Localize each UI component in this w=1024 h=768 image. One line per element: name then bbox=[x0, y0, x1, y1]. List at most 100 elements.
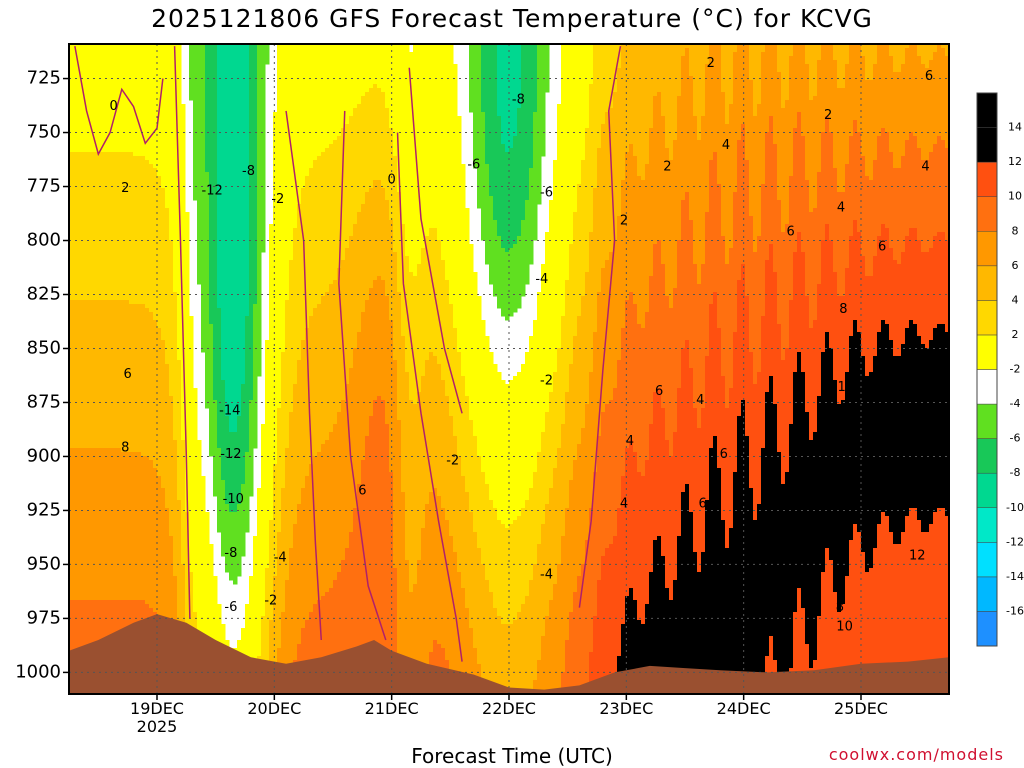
temperature-cell bbox=[69, 160, 74, 165]
temperature-cell bbox=[153, 132, 158, 137]
temperature-cell bbox=[177, 496, 182, 501]
temperature-cell bbox=[141, 388, 146, 393]
temperature-cell bbox=[185, 460, 190, 465]
temperature-cell bbox=[165, 536, 170, 541]
temperature-cell bbox=[81, 580, 86, 585]
temperature-cell bbox=[121, 108, 126, 113]
temperature-cell bbox=[109, 316, 114, 321]
temperature-cell bbox=[129, 456, 134, 461]
temperature-cell bbox=[117, 260, 122, 265]
temperature-cell bbox=[177, 108, 182, 113]
temperature-cell bbox=[109, 344, 114, 349]
temperature-cell bbox=[113, 144, 118, 149]
temperature-cell bbox=[77, 284, 82, 289]
temperature-cell bbox=[89, 572, 94, 577]
temperature-cell bbox=[153, 492, 158, 497]
temperature-cell bbox=[113, 392, 118, 397]
temperature-cell bbox=[133, 560, 138, 565]
temperature-cell bbox=[113, 76, 118, 81]
temperature-cell bbox=[121, 372, 126, 377]
temperature-cell bbox=[173, 536, 178, 541]
temperature-cell bbox=[141, 96, 146, 101]
temperature-cell bbox=[157, 364, 162, 369]
temperature-cell bbox=[129, 208, 134, 213]
temperature-cell bbox=[137, 172, 142, 177]
temperature-cell bbox=[117, 372, 122, 377]
temperature-cell bbox=[165, 496, 170, 501]
temperature-cell bbox=[117, 288, 122, 293]
temperature-cell bbox=[81, 432, 86, 437]
temperature-cell bbox=[177, 276, 182, 281]
temperature-cell bbox=[109, 312, 114, 317]
temperature-cell bbox=[101, 596, 106, 601]
temperature-cell bbox=[133, 288, 138, 293]
temperature-cell bbox=[93, 328, 98, 333]
temperature-cell bbox=[97, 252, 102, 257]
temperature-cell bbox=[185, 236, 190, 241]
temperature-cell bbox=[129, 408, 134, 413]
temperature-cell bbox=[93, 376, 98, 381]
temperature-cell bbox=[157, 148, 162, 153]
temperature-cell bbox=[89, 80, 94, 85]
temperature-cell bbox=[161, 484, 166, 489]
temperature-cell bbox=[117, 436, 122, 441]
temperature-cell bbox=[145, 60, 150, 65]
temperature-cell bbox=[113, 64, 118, 69]
temperature-cell bbox=[149, 236, 154, 241]
temperature-cell bbox=[89, 488, 94, 493]
temperature-cell bbox=[101, 408, 106, 413]
temperature-cell bbox=[137, 88, 142, 93]
temperature-cell bbox=[97, 236, 102, 241]
temperature-cell bbox=[109, 200, 114, 205]
temperature-cell bbox=[81, 252, 86, 257]
temperature-cell bbox=[185, 308, 190, 313]
temperature-cell bbox=[73, 376, 78, 381]
temperature-cell bbox=[81, 188, 86, 193]
temperature-cell bbox=[73, 488, 78, 493]
temperature-cell bbox=[137, 44, 142, 49]
temperature-cell bbox=[177, 44, 182, 49]
temperature-cell bbox=[181, 156, 186, 161]
temperature-cell bbox=[73, 468, 78, 473]
temperature-cell bbox=[161, 424, 166, 429]
temperature-cell bbox=[157, 348, 162, 353]
temperature-cell bbox=[193, 44, 198, 49]
temperature-cell bbox=[77, 324, 82, 329]
temperature-cell bbox=[149, 128, 154, 133]
temperature-cell bbox=[77, 448, 82, 453]
temperature-cell bbox=[73, 428, 78, 433]
temperature-cell bbox=[117, 604, 122, 609]
temperature-cell bbox=[161, 356, 166, 361]
temperature-cell bbox=[81, 508, 86, 513]
temperature-cell bbox=[105, 476, 110, 481]
temperature-cell bbox=[161, 556, 166, 561]
temperature-cell bbox=[149, 588, 154, 593]
temperature-cell bbox=[81, 488, 86, 493]
temperature-cell bbox=[165, 504, 170, 509]
temperature-cell bbox=[173, 148, 178, 153]
temperature-cell bbox=[177, 244, 182, 249]
temperature-cell bbox=[69, 636, 74, 641]
temperature-cell bbox=[133, 436, 138, 441]
temperature-cell bbox=[93, 188, 98, 193]
temperature-cell bbox=[85, 368, 90, 373]
temperature-cell bbox=[145, 580, 150, 585]
temperature-cell bbox=[117, 328, 122, 333]
temperature-cell bbox=[173, 220, 178, 225]
temperature-cell bbox=[137, 356, 142, 361]
temperature-cell bbox=[105, 128, 110, 133]
temperature-cell bbox=[117, 528, 122, 533]
temperature-cell bbox=[73, 244, 78, 249]
temperature-cell bbox=[145, 256, 150, 261]
temperature-cell bbox=[69, 448, 74, 453]
temperature-cell bbox=[97, 144, 102, 149]
temperature-cell bbox=[177, 556, 182, 561]
temperature-cell bbox=[193, 92, 198, 97]
temperature-cell bbox=[129, 448, 134, 453]
temperature-cell bbox=[81, 632, 86, 637]
temperature-cell bbox=[121, 416, 126, 421]
temperature-cell bbox=[121, 272, 126, 277]
temperature-cell bbox=[153, 460, 158, 465]
temperature-cell bbox=[145, 396, 150, 401]
temperature-cell bbox=[173, 316, 178, 321]
